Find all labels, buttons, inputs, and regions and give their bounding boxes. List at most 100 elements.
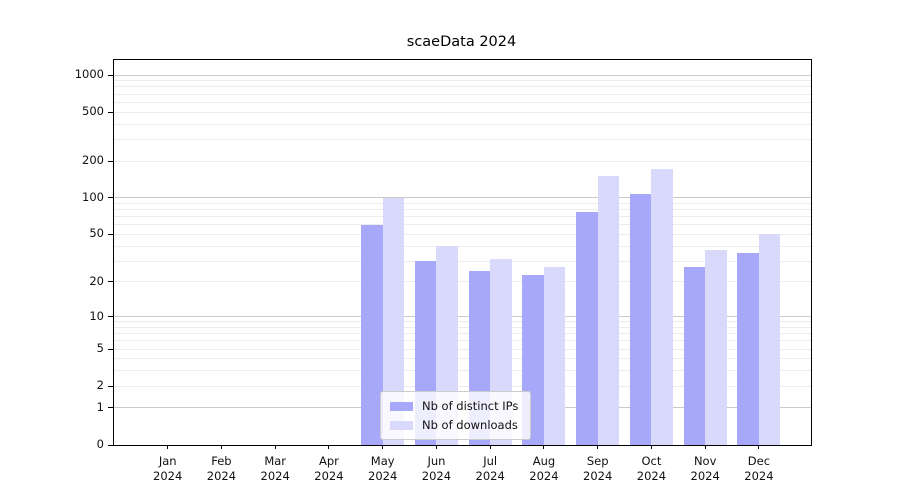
y-tick-label-5: 5 — [96, 341, 104, 356]
y-tick-mark-0 — [108, 444, 113, 446]
gridline-minor-80 — [114, 209, 811, 211]
x-tick-label-year: 2024 — [583, 469, 613, 484]
x-tick-label-year: 2024 — [421, 469, 452, 484]
x-tick-label-dec: Dec 2024 — [729, 454, 789, 484]
x-tick-label-year: 2024 — [368, 469, 398, 484]
bar-nb-of-distinct-ips-sep-2024 — [576, 211, 598, 445]
x-tick-label-year: 2024 — [744, 469, 774, 484]
gridline-minor-900 — [114, 80, 811, 82]
legend-item-distinct-ips: Nb of distinct IPs — [390, 399, 518, 413]
gridline-minor-500 — [114, 111, 811, 113]
x-tick-label-year: 2024 — [636, 469, 667, 484]
gridline-minor-200 — [114, 160, 811, 162]
gridline-minor-90 — [114, 202, 811, 204]
x-tick-label-month: Jan — [158, 454, 177, 468]
legend-label-downloads: Nb of downloads — [422, 418, 518, 432]
y-tick-mark-1 — [108, 407, 113, 409]
gridline-minor-60 — [114, 224, 811, 226]
gridline-minor-5 — [114, 348, 811, 350]
y-tick-mark-20 — [108, 281, 113, 283]
x-tick-mark-apr — [328, 445, 330, 449]
legend-label-distinct-ips: Nb of distinct IPs — [422, 399, 519, 413]
bar-nb-of-downloads-nov-2024 — [705, 250, 727, 445]
bar-nb-of-distinct-ips-oct-2024 — [629, 194, 652, 445]
gridline-minor-50 — [114, 233, 811, 235]
plot-area — [113, 59, 812, 446]
x-tick-label-jun: Jun 2024 — [406, 454, 466, 484]
x-tick-mark-mar — [274, 445, 276, 449]
gridline-minor-2 — [114, 385, 811, 387]
x-tick-label-jan: Jan 2024 — [138, 454, 198, 484]
x-tick-mark-dec — [758, 445, 760, 449]
x-tick-label-month: Oct — [641, 454, 662, 468]
gridline-major-100 — [114, 197, 811, 199]
gridline-minor-700 — [114, 93, 811, 95]
gridline-minor-4 — [114, 358, 811, 360]
y-tick-label-100: 100 — [82, 189, 104, 204]
y-tick-label-1: 1 — [96, 399, 104, 414]
gridline-minor-6 — [114, 340, 811, 342]
gridline-minor-8 — [114, 326, 811, 328]
y-tick-mark-500 — [108, 111, 113, 113]
y-tick-label-0: 0 — [96, 437, 104, 451]
x-tick-label-month: Aug — [532, 454, 556, 468]
bar-nb-of-distinct-ips-dec-2024 — [737, 253, 759, 445]
gridline-minor-40 — [114, 245, 811, 247]
x-tick-mark-aug — [543, 445, 545, 449]
y-tick-mark-10 — [108, 316, 113, 318]
x-tick-label-apr: Apr 2024 — [299, 454, 359, 484]
y-tick-label-20: 20 — [89, 273, 104, 288]
y-tick-label-500: 500 — [82, 104, 104, 119]
bar-nb-of-distinct-ips-nov-2024 — [683, 266, 706, 445]
x-tick-label-month: Mar — [264, 454, 287, 468]
gridline-minor-600 — [114, 101, 811, 103]
gridline-minor-70 — [114, 216, 811, 218]
x-tick-label-year: 2024 — [153, 469, 183, 484]
y-tick-mark-50 — [108, 233, 113, 235]
x-tick-mark-jan — [167, 445, 169, 449]
x-tick-mark-feb — [220, 445, 222, 449]
bar-nb-of-downloads-aug-2024 — [543, 266, 566, 445]
x-tick-label-mar: Mar 2024 — [245, 454, 305, 484]
gridline-minor-30 — [114, 260, 811, 262]
legend-item-downloads: Nb of downloads — [390, 418, 518, 432]
x-tick-label-feb: Feb 2024 — [191, 454, 251, 484]
bar-nb-of-downloads-sep-2024 — [597, 176, 620, 445]
gridline-major-1000 — [114, 74, 811, 76]
y-tick-mark-100 — [108, 197, 113, 199]
x-tick-label-oct: Oct 2024 — [621, 454, 681, 484]
x-tick-label-year: 2024 — [529, 469, 559, 484]
legend-swatch-downloads — [390, 420, 413, 430]
gridline-minor-20 — [114, 281, 811, 283]
x-tick-label-sep: Sep 2024 — [568, 454, 628, 484]
legend-swatch-distinct-ips — [390, 401, 413, 411]
x-tick-mark-may — [382, 445, 384, 449]
x-tick-mark-jun — [435, 445, 437, 449]
gridline-minor-9 — [114, 321, 811, 323]
x-tick-mark-nov — [704, 445, 706, 449]
gridline-minor-3 — [114, 370, 811, 372]
y-tick-label-2: 2 — [96, 378, 104, 393]
y-tick-mark-5 — [108, 348, 113, 350]
y-tick-label-10: 10 — [89, 308, 104, 323]
x-tick-label-year: 2024 — [314, 469, 344, 484]
gridline-minor-7 — [114, 333, 811, 335]
y-tick-mark-200 — [108, 160, 113, 162]
x-tick-label-may: May 2024 — [353, 454, 413, 484]
x-tick-label-month: Sep — [586, 454, 609, 468]
bar-nb-of-downloads-may-2024 — [382, 197, 405, 445]
gridline-minor-800 — [114, 86, 811, 88]
x-tick-label-year: 2024 — [206, 469, 237, 484]
x-tick-label-month: Dec — [747, 454, 771, 468]
x-tick-label-month: May — [370, 454, 395, 468]
bar-nb-of-downloads-oct-2024 — [651, 168, 673, 445]
x-tick-label-year: 2024 — [260, 469, 290, 484]
x-tick-mark-jul — [489, 445, 491, 449]
x-tick-label-nov: Nov 2024 — [675, 454, 735, 484]
y-tick-label-1000: 1000 — [74, 67, 104, 82]
x-tick-label-month: Jun — [427, 454, 446, 468]
x-tick-mark-oct — [650, 445, 652, 449]
x-tick-label-jul: Jul 2024 — [460, 454, 520, 484]
bar-nb-of-downloads-dec-2024 — [758, 234, 781, 445]
